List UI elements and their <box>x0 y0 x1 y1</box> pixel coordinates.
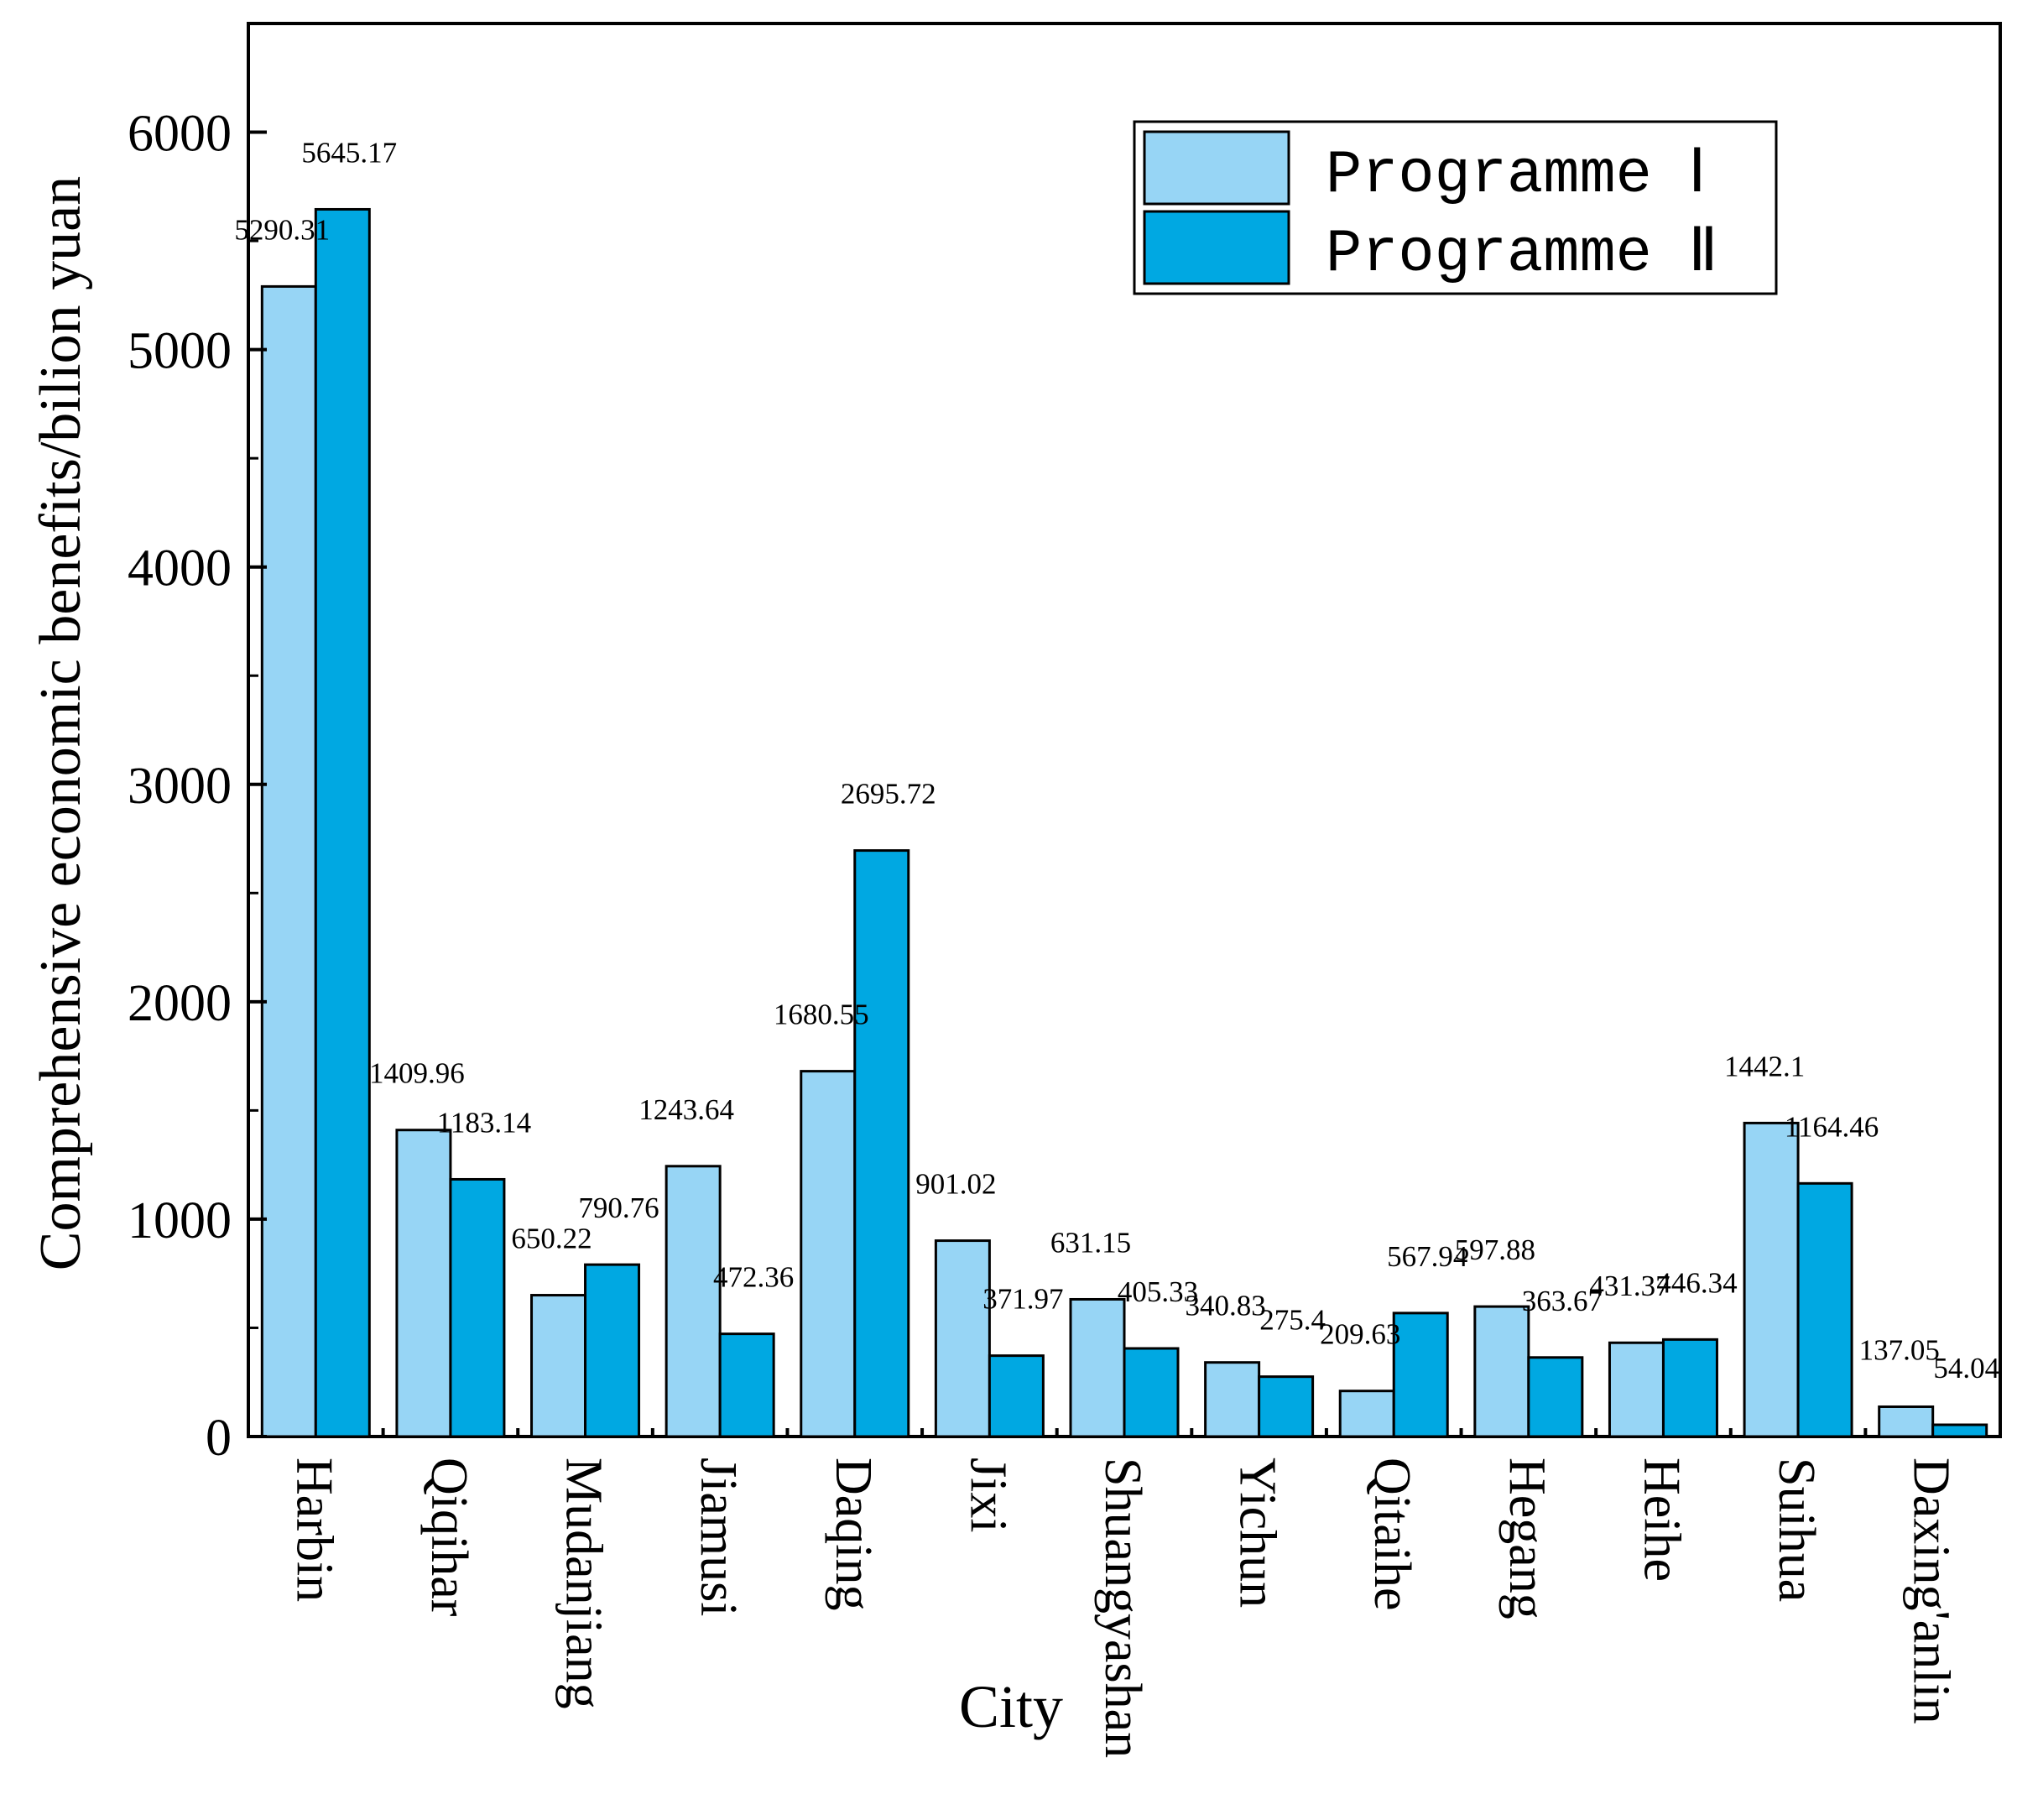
legend-swatch-programme-1 <box>1143 130 1290 206</box>
data-label-programme-2: 1183.14 <box>437 1106 531 1139</box>
bar-programme-2 <box>1123 1347 1180 1438</box>
x-tick-label: Daxing'anlin <box>1903 1458 1960 1724</box>
x-tick-label: Jiamusi <box>690 1458 747 1616</box>
data-label-programme-2: 275.4 <box>1259 1304 1326 1337</box>
data-label-programme-1: 137.05 <box>1859 1333 1940 1366</box>
bar-programme-1 <box>1204 1361 1261 1438</box>
data-label-programme-1: 431.37 <box>1589 1270 1670 1302</box>
y-tick-label: 5000 <box>128 323 232 380</box>
x-tick-label: Mudanjiang <box>555 1458 612 1709</box>
data-label-programme-2: 1164.46 <box>1785 1110 1879 1143</box>
data-label-programme-2: 567.94 <box>1387 1240 1467 1273</box>
bar-programme-2 <box>314 207 371 1438</box>
data-label-programme-1: 1243.64 <box>638 1093 734 1126</box>
data-label-programme-2: 5645.17 <box>301 136 397 169</box>
data-label-programme-2: 446.34 <box>1656 1266 1737 1299</box>
bar-programme-2 <box>1931 1423 1988 1438</box>
bar-programme-1 <box>665 1165 722 1438</box>
x-tick-label: Qiqihar <box>420 1458 477 1617</box>
bar-programme-1 <box>1608 1341 1665 1438</box>
bar-programme-2 <box>1258 1375 1315 1438</box>
bar-programme-2 <box>988 1354 1045 1438</box>
data-label-programme-2: 405.33 <box>1118 1275 1198 1308</box>
bar-programme-2 <box>584 1263 641 1438</box>
y-tick-label: 3000 <box>128 758 232 815</box>
data-label-programme-1: 209.63 <box>1320 1318 1400 1351</box>
x-tick-label: Jixi <box>959 1458 1016 1533</box>
x-tick-label: Harbin <box>285 1458 342 1602</box>
bar-programme-1 <box>395 1129 452 1438</box>
bar-programme-2 <box>853 849 910 1438</box>
x-axis-title: City <box>959 1673 1063 1740</box>
y-tick-label: 6000 <box>128 106 232 163</box>
bar-programme-1 <box>1473 1305 1530 1438</box>
bar-programme-1 <box>1878 1405 1935 1438</box>
data-label-programme-2: 472.36 <box>713 1261 794 1294</box>
x-tick-label: Qitaihe <box>1363 1458 1420 1611</box>
bar-programme-2 <box>449 1177 506 1438</box>
legend-label-programme-2: Programme Ⅱ <box>1326 220 1718 289</box>
data-label-programme-2: 790.76 <box>578 1192 659 1224</box>
data-label-programme-2: 2695.72 <box>841 778 936 811</box>
legend-swatch-programme-2 <box>1143 210 1290 285</box>
bar-programme-1 <box>530 1294 587 1438</box>
x-tick-label: Suihua <box>1768 1458 1825 1602</box>
data-label-programme-2: 363.67 <box>1522 1285 1603 1317</box>
bar-programme-2 <box>1796 1181 1853 1438</box>
y-tick-label: 2000 <box>128 975 232 1032</box>
bar-programme-2 <box>1392 1312 1449 1438</box>
y-tick-label: 4000 <box>128 540 232 597</box>
y-tick-label: 0 <box>206 1410 232 1467</box>
x-tick-label: Hegang <box>1498 1458 1556 1619</box>
legend-label-programme-1: Programme Ⅰ <box>1326 141 1706 210</box>
data-label-programme-1: 1680.55 <box>774 999 869 1031</box>
data-label-programme-1: 650.22 <box>511 1223 592 1255</box>
bar-programme-1 <box>1743 1121 1800 1438</box>
bar-programme-1 <box>1338 1390 1395 1438</box>
data-label-programme-1: 340.83 <box>1185 1290 1265 1322</box>
data-label-programme-1: 597.88 <box>1455 1233 1535 1266</box>
data-label-programme-1: 631.15 <box>1050 1226 1131 1259</box>
x-tick-label: Yichun <box>1229 1458 1286 1608</box>
bar-programme-2 <box>1527 1356 1584 1438</box>
bar-programme-1 <box>1069 1297 1126 1438</box>
bar-programme-1 <box>260 284 317 1438</box>
bar-programme-1 <box>800 1070 857 1438</box>
bar-programme-2 <box>1661 1338 1718 1438</box>
data-label-programme-1: 1409.96 <box>369 1057 465 1090</box>
x-tick-label: Heihe <box>1633 1458 1690 1582</box>
data-label-programme-2: 54.04 <box>1933 1352 1999 1385</box>
data-label-programme-2: 371.97 <box>982 1283 1063 1316</box>
data-label-programme-1: 901.02 <box>915 1168 996 1201</box>
bar-programme-2 <box>718 1332 775 1438</box>
x-tick-label: Shuangyashan <box>1094 1458 1151 1758</box>
bar-programme-1 <box>934 1239 991 1438</box>
x-tick-label: Daqing <box>825 1458 882 1611</box>
y-axis-title: Comprehensive economic benefits/bilion y… <box>29 176 93 1270</box>
data-label-programme-1: 1442.1 <box>1724 1050 1805 1082</box>
legend: Programme Ⅰ Programme Ⅱ <box>1133 120 1778 295</box>
y-tick-label: 1000 <box>128 1192 232 1249</box>
